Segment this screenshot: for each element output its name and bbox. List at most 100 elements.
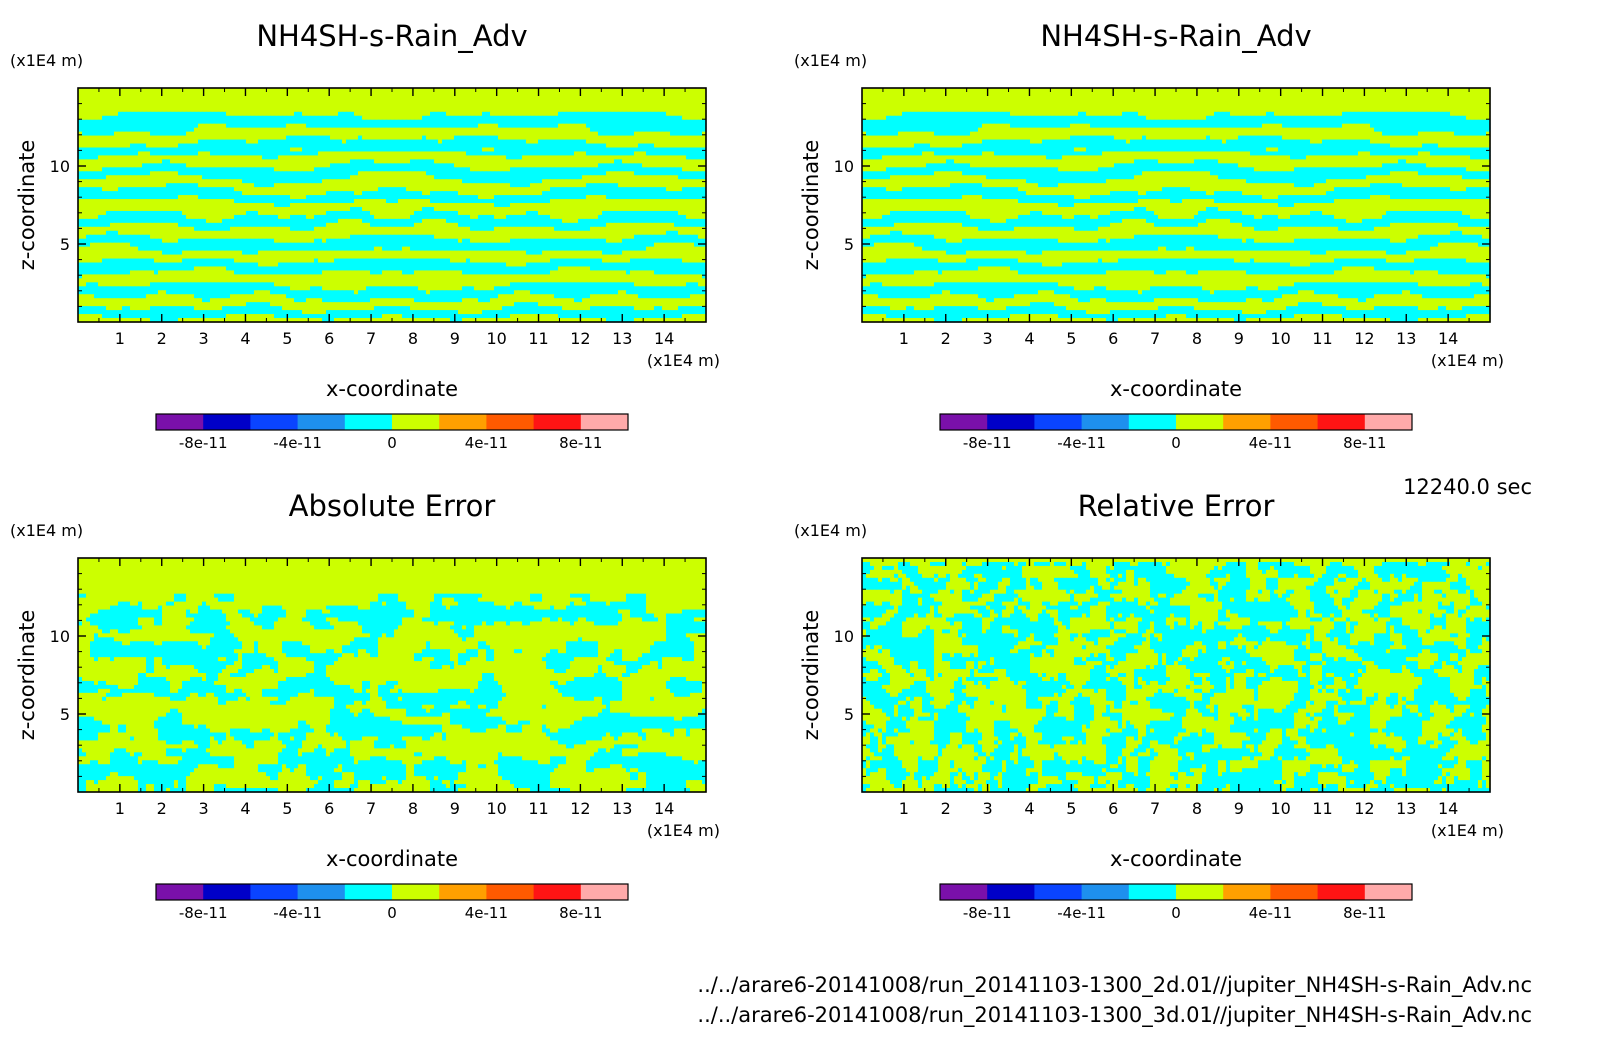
field-cell	[110, 211, 115, 216]
field-cell	[282, 175, 287, 180]
field-cell	[194, 211, 199, 216]
field-cell	[302, 183, 307, 188]
field-cell	[458, 195, 463, 200]
field-cell	[226, 104, 231, 109]
field-cell	[374, 108, 379, 113]
field-cell	[278, 104, 283, 109]
field-cell	[122, 96, 127, 101]
field-cell	[310, 104, 315, 109]
field-cell	[226, 175, 231, 180]
field-cell	[314, 187, 319, 192]
field-cell	[114, 108, 119, 113]
field-cell	[662, 151, 667, 156]
field-cell	[262, 203, 267, 208]
field-cell	[274, 96, 279, 101]
field-cell	[454, 96, 459, 101]
field-cell	[178, 104, 183, 109]
field-cell	[262, 128, 267, 133]
field-cell	[562, 203, 567, 208]
field-cell	[686, 140, 691, 145]
field-cell	[450, 195, 455, 200]
field-cell	[594, 195, 599, 200]
field-cell	[170, 136, 175, 141]
field-cell	[142, 159, 147, 164]
field-cell	[602, 104, 607, 109]
field-cell	[622, 167, 627, 172]
field-cell	[206, 159, 211, 164]
field-cell	[694, 163, 699, 168]
field-cell	[666, 128, 671, 133]
field-cell	[522, 116, 527, 121]
field-cell	[154, 124, 159, 129]
field-cell	[294, 207, 299, 212]
field-cell	[450, 136, 455, 141]
field-cell	[606, 104, 611, 109]
field-cell	[390, 151, 395, 156]
field-cell	[682, 132, 687, 137]
field-cell	[374, 132, 379, 137]
field-cell	[302, 167, 307, 172]
field-cell	[662, 104, 667, 109]
field-cell	[234, 96, 239, 101]
field-cell	[314, 155, 319, 160]
field-cell	[118, 116, 123, 121]
field-cell	[582, 163, 587, 168]
field-cell	[362, 207, 367, 212]
field-cell	[106, 108, 111, 113]
field-cell	[306, 100, 311, 105]
field-cell	[82, 211, 87, 216]
field-cell	[418, 108, 423, 113]
field-cell	[550, 144, 555, 149]
field-cell	[674, 144, 679, 149]
field-cell	[426, 132, 431, 137]
field-cell	[278, 112, 283, 117]
field-cell	[518, 92, 523, 97]
field-cell	[634, 112, 639, 117]
field-cell	[118, 195, 123, 200]
field-cell	[94, 207, 99, 212]
field-cell	[638, 140, 643, 145]
field-cell	[354, 187, 359, 192]
field-cell	[330, 144, 335, 149]
field-cell	[366, 112, 371, 117]
field-cell	[574, 179, 579, 184]
field-cell	[390, 132, 395, 137]
field-cell	[278, 195, 283, 200]
field-cell	[94, 116, 99, 121]
field-cell	[578, 155, 583, 160]
field-cell	[214, 191, 219, 196]
field-cell	[350, 147, 355, 152]
field-cell	[510, 136, 515, 141]
field-cell	[170, 183, 175, 188]
field-cell	[502, 140, 507, 145]
field-cell	[82, 136, 87, 141]
field-cell	[370, 187, 375, 192]
field-cell	[310, 167, 315, 172]
field-cell	[102, 195, 107, 200]
field-cell	[214, 183, 219, 188]
field-cell	[234, 104, 239, 109]
field-cell	[578, 147, 583, 152]
field-cell	[554, 179, 559, 184]
field-cell	[190, 179, 195, 184]
field-cell	[498, 155, 503, 160]
field-cell	[358, 144, 363, 149]
field-cell	[442, 128, 447, 133]
field-cell	[106, 96, 111, 101]
field-cell	[358, 191, 363, 196]
field-cell	[270, 112, 275, 117]
field-cell	[90, 128, 95, 133]
field-cell	[482, 187, 487, 192]
field-cell	[682, 175, 687, 180]
field-cell	[82, 112, 87, 117]
field-cell	[654, 207, 659, 212]
field-cell	[458, 100, 463, 105]
field-cell	[642, 191, 647, 196]
field-cell	[422, 199, 427, 204]
field-cell	[642, 120, 647, 125]
field-cell	[474, 147, 479, 152]
field-cell	[290, 191, 295, 196]
field-cell	[690, 128, 695, 133]
field-cell	[322, 183, 327, 188]
field-cell	[130, 120, 135, 125]
